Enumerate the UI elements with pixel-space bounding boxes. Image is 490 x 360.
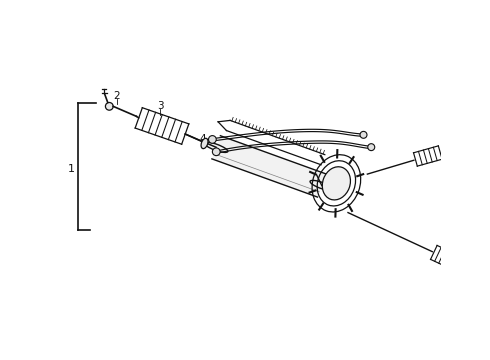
Ellipse shape [204,142,228,152]
Circle shape [368,144,375,150]
Text: 4: 4 [200,134,206,144]
Ellipse shape [201,138,208,149]
Polygon shape [212,136,326,197]
Text: 1: 1 [68,164,75,174]
Ellipse shape [322,167,350,200]
Circle shape [212,148,220,156]
Circle shape [443,148,450,154]
Text: 2: 2 [114,91,121,100]
Ellipse shape [310,180,334,190]
Circle shape [105,103,113,110]
Circle shape [209,136,216,143]
Circle shape [360,131,367,138]
Circle shape [462,264,469,270]
Text: 3: 3 [157,101,164,111]
